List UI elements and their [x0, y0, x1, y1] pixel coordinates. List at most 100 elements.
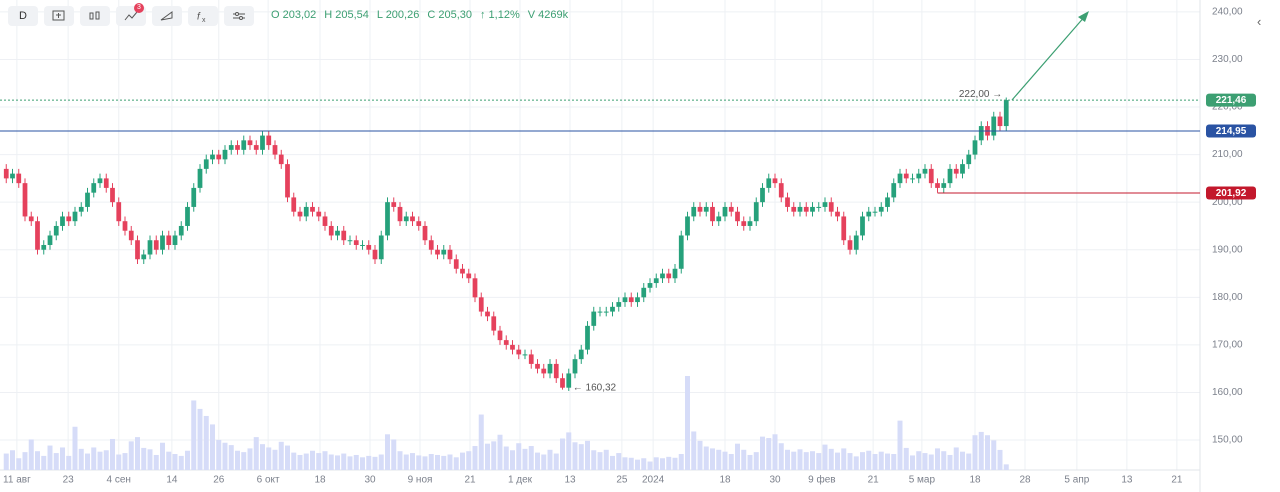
x-tick-label: 21 [868, 475, 880, 486]
volume-bar [960, 451, 965, 470]
candle-body [422, 225, 428, 241]
volume-bar [941, 451, 947, 470]
volume-bar [766, 438, 772, 470]
candle-body [328, 225, 334, 236]
candle-body [322, 216, 328, 226]
ohlc-item: L 200,26 [376, 9, 420, 21]
volume-bar [878, 451, 884, 470]
volume-bar [578, 444, 584, 470]
candle-body [91, 183, 97, 193]
candle-body [253, 145, 259, 150]
candle-body [728, 206, 734, 212]
volume-bar [503, 446, 509, 470]
candle-body [841, 216, 847, 241]
volume-bar [416, 455, 422, 470]
volume-bar [728, 454, 734, 470]
candle-body [191, 187, 197, 207]
ohlc-item: V 4269k [527, 9, 569, 21]
svg-text:f: f [197, 12, 201, 22]
price-badge [1206, 124, 1256, 138]
volume-bar [610, 455, 615, 470]
volume-bar [72, 426, 78, 470]
candle-body [691, 206, 697, 217]
candle-body [553, 363, 559, 379]
chart-type-button[interactable] [80, 6, 110, 26]
candle-body [341, 230, 347, 241]
candle-body [528, 354, 534, 364]
candle-body [735, 211, 740, 222]
candle-body [235, 145, 240, 150]
candle-body [1003, 100, 1009, 127]
volume-bar [235, 450, 240, 470]
price-badge-label: 221,46 [1216, 95, 1247, 106]
volume-bar [635, 459, 640, 470]
candle-body [560, 378, 565, 388]
candle-body [147, 240, 153, 255]
volume-bar [585, 440, 590, 470]
candle-body [441, 249, 447, 255]
ohlc-item: O 203,02 [271, 9, 317, 21]
volume-bar [628, 457, 634, 470]
candle-body [760, 187, 765, 203]
volume-bar [622, 457, 628, 470]
candle-body [97, 178, 103, 184]
candle-body [535, 363, 540, 369]
volume-bar [85, 453, 90, 470]
price-badge-label: 201,92 [1216, 188, 1247, 199]
candle-body [772, 178, 778, 184]
candle-body [610, 306, 615, 312]
volume-bar [466, 451, 472, 470]
volume-bar [985, 435, 990, 470]
volume-bar [791, 451, 797, 470]
candle-body [141, 254, 147, 260]
volume-bar [185, 450, 190, 470]
y-tick-label: 150,00 [1212, 435, 1243, 446]
volume-bar [322, 451, 328, 470]
candle-body [3, 168, 9, 179]
volume-bar [778, 443, 784, 470]
volume-bar [953, 447, 959, 470]
settings-button[interactable] [224, 6, 254, 26]
x-tick-label: 14 [166, 475, 178, 486]
volume-bar [228, 445, 234, 470]
x-tick-label: 9 фев [808, 474, 835, 486]
volume-bar [103, 450, 109, 470]
volume-bar [47, 445, 53, 470]
volume-bar [428, 454, 434, 470]
candle-body [891, 183, 897, 198]
candle-body [197, 168, 203, 188]
candle-body [935, 183, 940, 188]
candle-body [872, 211, 878, 213]
candle-body [285, 164, 290, 198]
indicators-button[interactable]: 3 [116, 3, 146, 26]
x-tick-label: 13 [1121, 475, 1133, 486]
volume-bar [710, 448, 715, 470]
volume-bar [485, 443, 490, 470]
collapse-button[interactable]: ‹ [1257, 14, 1262, 29]
candle-body [978, 126, 984, 141]
compare-button[interactable] [44, 6, 74, 26]
price-badge-label: 214,95 [1216, 126, 1247, 137]
candle-body [710, 206, 715, 222]
candle-body [416, 221, 422, 226]
x-tick-label: 1 дек [508, 475, 533, 486]
volume-bar [166, 451, 172, 470]
candle-body [703, 206, 709, 212]
candle-body [578, 349, 584, 360]
candle-body [641, 287, 647, 298]
volume-bar [341, 453, 347, 470]
candle-body [260, 135, 265, 150]
volume-bar [641, 458, 647, 470]
x-tick-label: 28 [1019, 475, 1031, 486]
candle-body [603, 311, 609, 313]
candle-body [78, 206, 84, 212]
candle-body [928, 168, 934, 184]
drawing-button[interactable] [152, 6, 182, 26]
interval-button[interactable]: D [8, 6, 38, 26]
volume-bar [260, 444, 265, 470]
volume-bar [685, 376, 690, 470]
candle-body [353, 240, 359, 245]
volume-bar [703, 446, 709, 470]
